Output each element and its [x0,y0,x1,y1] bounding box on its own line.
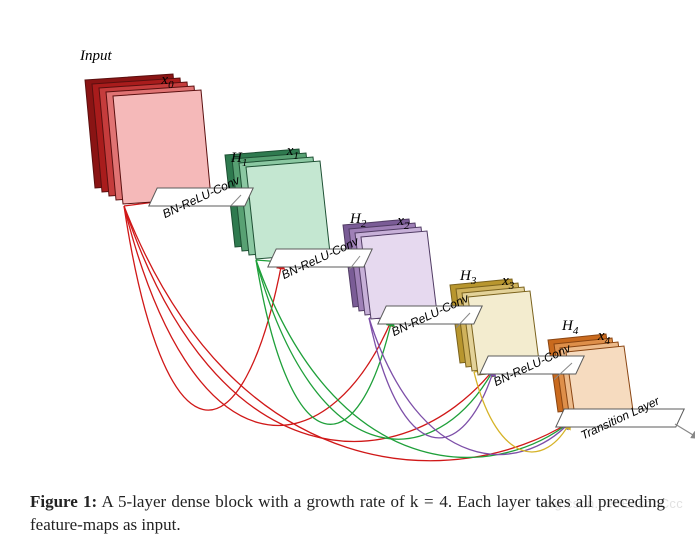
transition-out-arrow [675,424,695,438]
caption-label: Figure 1: [30,492,97,511]
plate [113,90,211,204]
input-label: Input [79,48,112,64]
plate [246,161,330,259]
stack-x0 [85,74,211,204]
H-label-H4: H4 [561,318,579,337]
watermark: blog.csdn.net/EasonCcc [536,496,683,511]
stack-x2 [343,219,437,319]
dense-block-diagram: BN-ReLU-ConvBN-ReLU-ConvBN-ReLU-ConvBN-R… [0,0,695,555]
